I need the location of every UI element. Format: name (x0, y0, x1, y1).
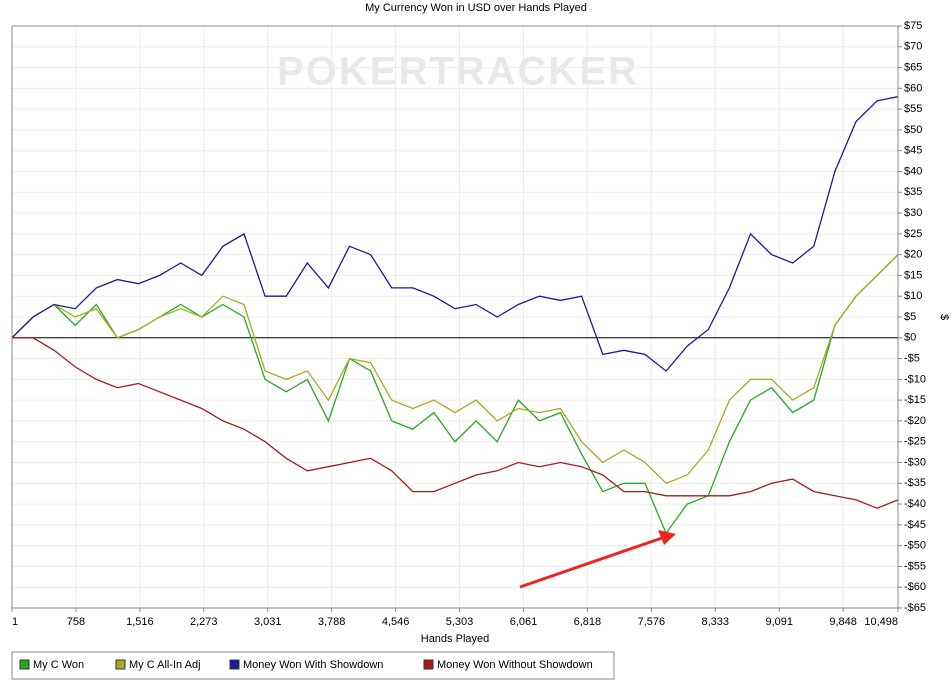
y-tick-label: -$65 (904, 602, 926, 614)
grid: $75 $70 $65 $60 $55 $50 $45 $40 $35 $30 $25 $20 $15 $… (11, 20, 926, 628)
arrow-head (658, 530, 676, 545)
x-tick-label: 7,576 (638, 616, 666, 628)
y-tick-label: $60 (904, 82, 922, 94)
y-tick-label: $15 (904, 269, 922, 281)
legend: My C Won My C All-In Adj Money Won With Sh… (19, 659, 593, 671)
y-tick-label: -$45 (904, 519, 926, 531)
x-tick-label: 5,303 (446, 616, 474, 628)
y-tick-label: -$60 (904, 581, 926, 593)
y-tick-label: $45 (904, 145, 922, 157)
y-tick-label: -$50 (904, 540, 926, 552)
y-tick-label: $55 (904, 103, 922, 115)
legend-swatch (423, 659, 434, 670)
legend-swatch (115, 659, 126, 670)
y-tick-label: $25 (904, 228, 922, 240)
y-tick-label: -$55 (904, 560, 926, 572)
x-tick-label: 9,848 (829, 616, 857, 628)
y-tick-label: -$15 (904, 394, 926, 406)
x-tick-label: 10,498 (864, 616, 898, 628)
legend-label: My C Won (33, 659, 84, 671)
watermark: POKERTRACKER (277, 50, 639, 94)
x-tick-label: 1 (12, 616, 18, 628)
legend-box (11, 651, 615, 680)
plot-border (11, 25, 899, 609)
y-tick-label: $70 (904, 41, 922, 53)
y-tick-label: -$30 (904, 456, 926, 468)
y-tick-label: $5 (904, 311, 916, 323)
x-tick-label: 8,333 (701, 616, 729, 628)
y-tick-label: $40 (904, 165, 922, 177)
y-tick-label: $0 (904, 332, 916, 344)
x-tick-label: 758 (67, 616, 85, 628)
x-tick-label: 2,273 (190, 616, 218, 628)
annotation-arrow (519, 530, 676, 589)
legend-swatch (229, 659, 240, 670)
legend-label: Money Won Without Showdown (437, 659, 593, 671)
y-tick-label: $30 (904, 207, 922, 219)
x-axis-label: Hands Played (421, 633, 490, 645)
y-tick-label: -$40 (904, 498, 926, 510)
lines (11, 96, 899, 535)
x-tick-label: 3,788 (318, 616, 346, 628)
y-tick-label: -$25 (904, 436, 926, 448)
y-tick-label: -$10 (904, 373, 926, 385)
y-tick-label: $65 (904, 61, 922, 73)
legend-label: Money Won With Showdown (243, 659, 383, 671)
legend-swatch (19, 659, 30, 670)
y-axis-label: $ (938, 314, 950, 320)
arrow-shaft (519, 536, 663, 589)
x-tick-label: 1,516 (126, 616, 154, 628)
series-line (11, 254, 899, 485)
y-tick-label: $10 (904, 290, 922, 302)
y-tick-label: $75 (904, 20, 922, 32)
x-tick-label: 3,031 (254, 616, 282, 628)
legend-label: My C All-In Adj (129, 659, 201, 671)
chart-title: My Currency Won in USD over Hands Played (365, 2, 587, 14)
series-line (11, 96, 899, 372)
y-tick-label: -$35 (904, 477, 926, 489)
y-tick-label: $35 (904, 186, 922, 198)
y-tick-label: $20 (904, 249, 922, 261)
x-tick-label: 9,091 (765, 616, 793, 628)
x-tick-label: 6,818 (574, 616, 602, 628)
x-tick-label: 4,546 (382, 616, 410, 628)
y-tick-label: $50 (904, 124, 922, 136)
y-tick-label: -$5 (904, 352, 920, 364)
y-tick-label: -$20 (904, 415, 926, 427)
x-tick-label: 6,061 (510, 616, 538, 628)
series-line (12, 337, 899, 509)
